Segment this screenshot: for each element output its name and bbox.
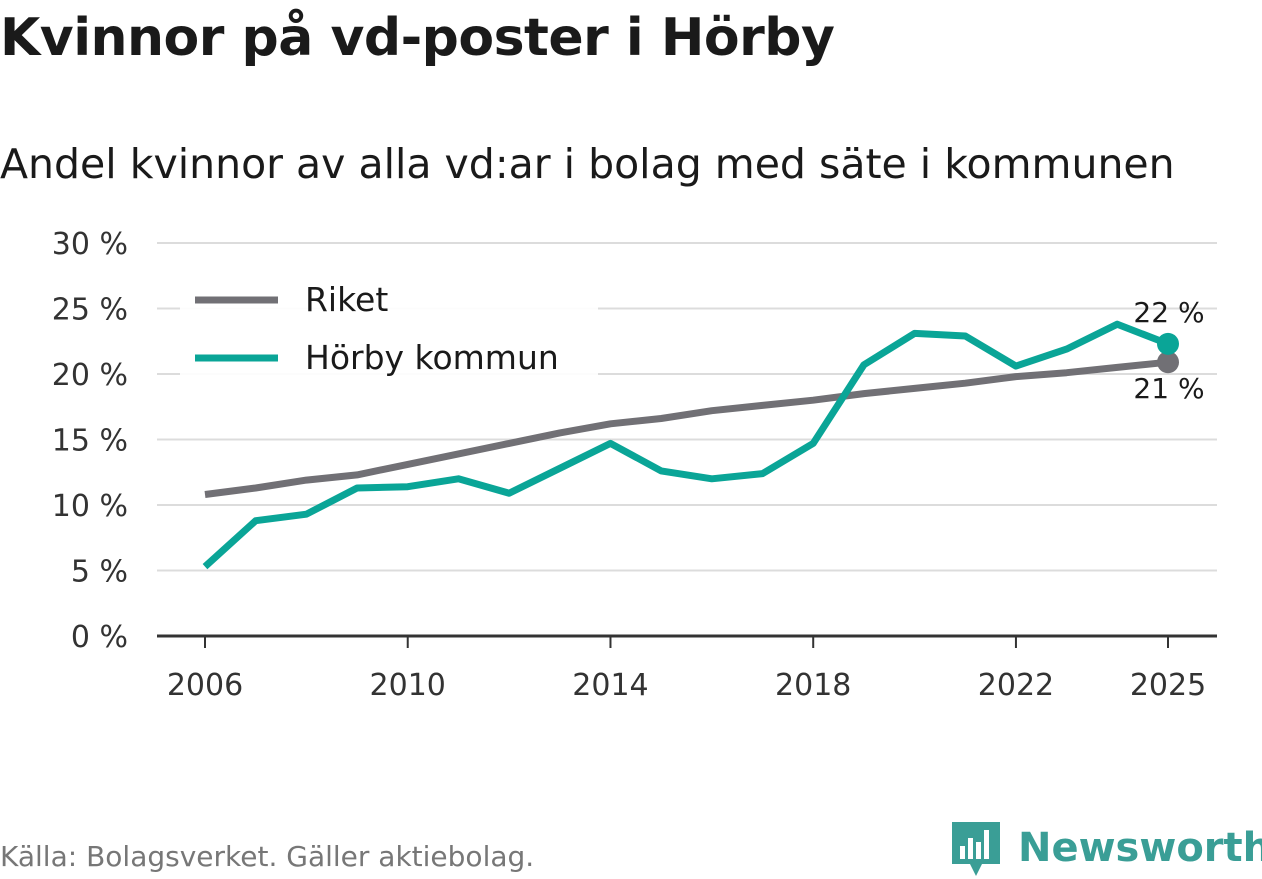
brand-name: Newsworthy [1018, 825, 1262, 871]
y-tick-label: 0 % [71, 620, 128, 655]
series-end-marker [1157, 332, 1179, 355]
newsworthy-logo-icon [952, 822, 1000, 876]
data-label: 21 % [1133, 372, 1204, 405]
series-end-marker [1157, 351, 1179, 374]
x-tick-label: 2025 [1130, 668, 1206, 703]
brand-logo: Newsworthy [952, 818, 1262, 878]
y-tick-label: 10 % [52, 489, 128, 524]
x-tick-label: 2022 [978, 668, 1054, 703]
source-note: Källa: Bolagsverket. Gäller aktiebolag. [0, 840, 535, 873]
series-line [202, 320, 1170, 570]
legend-label: Hörby kommun [305, 338, 559, 377]
chart-subtitle: Andel kvinnor av alla vd:ar i bolag med … [0, 140, 1175, 188]
x-tick-label: 2018 [775, 668, 851, 703]
legend-label: Riket [305, 280, 388, 319]
y-tick-label: 5 % [71, 555, 128, 590]
y-tick-label: 20 % [52, 358, 128, 393]
x-tick-label: 2014 [572, 668, 648, 703]
x-tick-label: 2006 [167, 668, 243, 703]
data-label: 22 % [1133, 296, 1204, 329]
y-tick-label: 30 % [52, 227, 128, 262]
page-title: Kvinnor på vd-poster i Hörby [0, 8, 835, 68]
x-tick-label: 2010 [370, 668, 446, 703]
y-tick-label: 25 % [52, 293, 128, 328]
series-line [204, 358, 1169, 498]
y-tick-label: 15 % [52, 424, 128, 459]
